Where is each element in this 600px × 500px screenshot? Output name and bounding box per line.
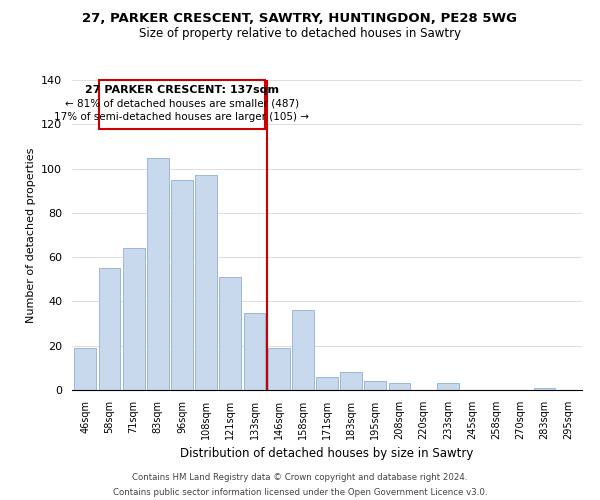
Text: Contains public sector information licensed under the Open Government Licence v3: Contains public sector information licen… [113,488,487,497]
Bar [533,388,556,390]
Text: 27, PARKER CRESCENT, SAWTRY, HUNTINGDON, PE28 5WG: 27, PARKER CRESCENT, SAWTRY, HUNTINGDON,… [83,12,517,26]
Bar [292,310,314,390]
Bar [316,376,338,390]
Y-axis label: Number of detached properties: Number of detached properties [26,148,35,322]
Bar [98,268,121,390]
Text: Size of property relative to detached houses in Sawtry: Size of property relative to detached ho… [139,28,461,40]
Bar [389,384,410,390]
Text: ← 81% of detached houses are smaller (487): ← 81% of detached houses are smaller (48… [65,98,299,108]
Bar [220,277,241,390]
Bar [244,312,265,390]
Bar [364,381,386,390]
Bar [195,175,217,390]
X-axis label: Distribution of detached houses by size in Sawtry: Distribution of detached houses by size … [181,448,473,460]
Bar [340,372,362,390]
Text: Contains HM Land Registry data © Crown copyright and database right 2024.: Contains HM Land Registry data © Crown c… [132,473,468,482]
FancyBboxPatch shape [98,80,265,128]
Text: 27 PARKER CRESCENT: 137sqm: 27 PARKER CRESCENT: 137sqm [85,85,279,95]
Bar [437,384,459,390]
Bar [171,180,193,390]
Bar [74,348,96,390]
Bar [123,248,145,390]
Bar [268,348,290,390]
Bar [147,158,169,390]
Text: 17% of semi-detached houses are larger (105) →: 17% of semi-detached houses are larger (… [55,112,310,122]
